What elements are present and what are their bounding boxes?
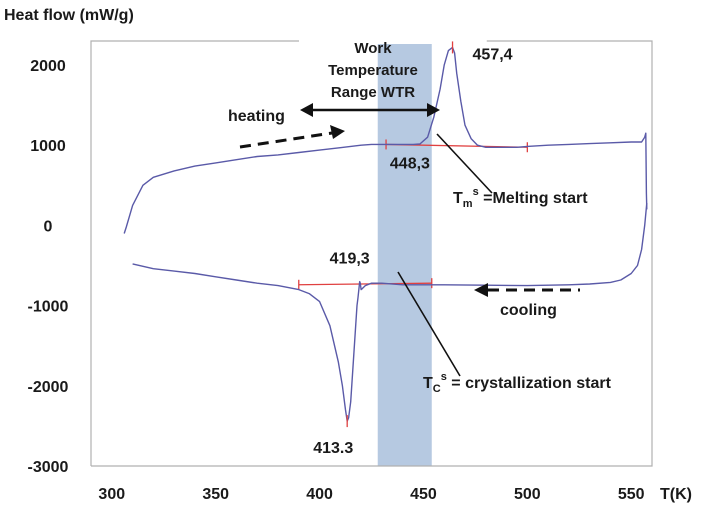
series-group	[123, 46, 648, 422]
heating-arrow	[239, 125, 345, 149]
y-tick-label: 2000	[30, 58, 66, 75]
y-tick-label: -3000	[28, 459, 69, 476]
crystallization-pointer-line	[397, 271, 461, 377]
x-tick-labels: 300 350 400 450 500 550	[98, 486, 644, 503]
data-label: 419,3	[330, 251, 370, 268]
x-tick-label: 350	[202, 486, 229, 503]
x-tick-label: 300	[98, 486, 125, 503]
y-tick-label: -2000	[28, 379, 69, 396]
x-axis-title: T(K)	[660, 486, 692, 503]
data-label: 413.3	[313, 440, 353, 457]
data-label: 457,4	[473, 46, 513, 63]
y-tick-label: -1000	[28, 299, 69, 316]
x-tick-label: 450	[410, 486, 437, 503]
y-tick-labels: 2000 1000 0 -1000 -2000 -3000	[28, 58, 69, 476]
y-axis-title: Heat flow (mW/g)	[4, 7, 134, 24]
cooling-label: cooling	[500, 302, 557, 319]
heating-curve	[123, 46, 648, 234]
wtr-double-arrow	[300, 103, 440, 117]
wtr-label-line-2: Temperature	[328, 62, 418, 79]
wtr-arrow-head-right	[427, 103, 440, 117]
wtr-label-line-3: Range WTR	[331, 84, 415, 101]
plot-frame	[90, 40, 653, 467]
data-label: 448,3	[390, 155, 430, 172]
y-tick-label: 1000	[30, 138, 66, 155]
data-label-group: 457,4 448,3 419,3 413.3	[313, 41, 513, 457]
melting-pointer-line	[436, 133, 493, 194]
frame-right-bottom	[91, 40, 653, 467]
baseline-line	[298, 282, 432, 286]
x-tick-label: 550	[618, 486, 645, 503]
y-tick-label: 0	[44, 218, 53, 235]
melting-start-label: Tms =Melting start	[453, 186, 588, 210]
heating-label: heating	[228, 108, 285, 125]
crystallization-start-label: TCs = crystallization start	[423, 371, 612, 395]
cooling-arrow	[474, 283, 580, 297]
wtr-label-line-1: Work	[354, 40, 392, 57]
frame-left-top	[90, 40, 299, 466]
x-tick-label: 400	[306, 486, 333, 503]
wtr-arrow-head-left	[300, 103, 313, 117]
work-temperature-range-band	[377, 44, 432, 466]
x-tick-label: 500	[514, 486, 541, 503]
cooling-curve	[132, 202, 648, 422]
